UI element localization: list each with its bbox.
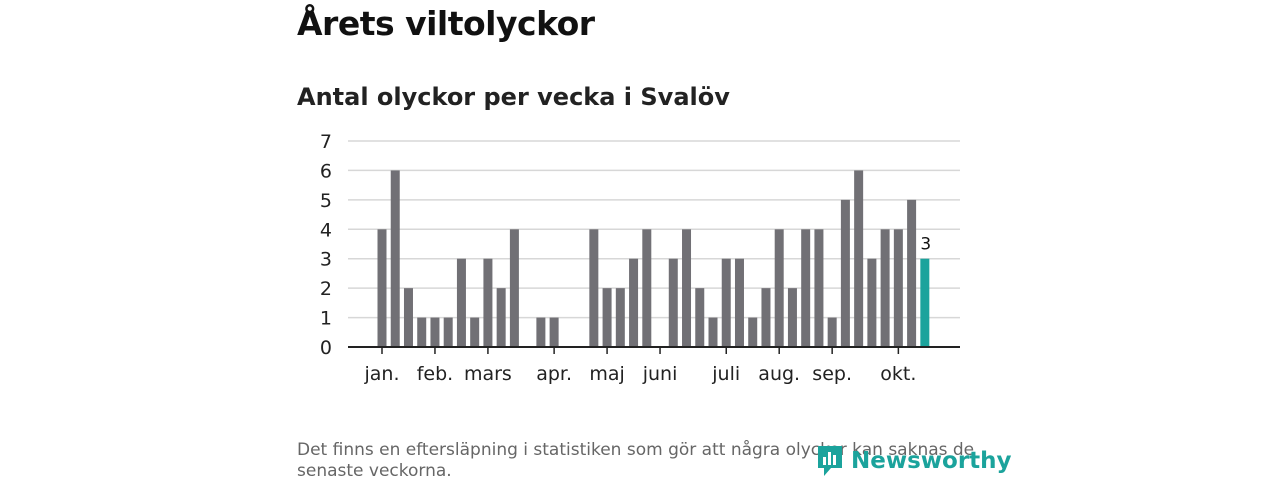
bar bbox=[774, 229, 784, 347]
y-tick-label: 6 bbox=[320, 160, 332, 182]
bar bbox=[695, 288, 705, 347]
chart-subtitle: Antal olyckor per vecka i Svalöv bbox=[297, 83, 730, 111]
bar bbox=[827, 317, 837, 347]
x-tick-label: apr. bbox=[536, 363, 572, 385]
x-tick-label: juli bbox=[711, 363, 740, 385]
footnote: Det finns en eftersläpning i statistiken… bbox=[297, 440, 975, 481]
bar bbox=[549, 317, 559, 347]
bar bbox=[417, 317, 427, 347]
bar bbox=[377, 229, 387, 347]
bar bbox=[390, 170, 400, 347]
y-tick-label: 0 bbox=[320, 337, 332, 359]
bars bbox=[348, 170, 960, 348]
bar bbox=[854, 170, 864, 347]
bar bbox=[787, 288, 797, 347]
x-tick-label: okt. bbox=[880, 363, 916, 385]
y-tick-label: 3 bbox=[320, 249, 332, 271]
bar bbox=[536, 317, 546, 347]
x-tick-label: sep. bbox=[812, 363, 852, 385]
y-tick-label: 5 bbox=[320, 190, 332, 212]
bar-current-week bbox=[920, 258, 930, 347]
bar bbox=[721, 258, 731, 347]
x-tick-label: mars bbox=[464, 363, 512, 385]
bar-chart: 0 1 2 3 4 5 6 7 jan. feb. mars apr. maj juni juli aug.… bbox=[320, 131, 960, 385]
x-tick-label: feb. bbox=[417, 363, 453, 385]
bar bbox=[682, 229, 692, 347]
bar bbox=[403, 288, 413, 347]
bar bbox=[748, 317, 758, 347]
bar bbox=[814, 229, 824, 347]
bar bbox=[602, 288, 612, 347]
x-tick-label: jan. bbox=[363, 363, 399, 385]
bar bbox=[470, 317, 480, 347]
x-tick-label: juni bbox=[642, 363, 678, 385]
bar bbox=[496, 288, 506, 347]
bar bbox=[907, 199, 917, 347]
bar bbox=[893, 229, 903, 347]
bar bbox=[430, 317, 440, 347]
bar bbox=[708, 317, 718, 347]
bar bbox=[629, 258, 639, 347]
data-labels: 3 bbox=[920, 235, 931, 255]
bar bbox=[589, 229, 599, 347]
bar bbox=[443, 317, 453, 347]
x-tick-label: aug. bbox=[758, 363, 800, 385]
bar bbox=[456, 258, 466, 347]
bar bbox=[867, 258, 877, 347]
page-title: Årets viltolyckor bbox=[297, 4, 595, 43]
bar bbox=[483, 258, 493, 347]
newsworthy-logo-icon bbox=[818, 446, 842, 476]
last-value-label: 3 bbox=[920, 235, 931, 255]
bar bbox=[840, 199, 850, 347]
bar bbox=[615, 288, 625, 347]
y-tick-label: 2 bbox=[320, 278, 332, 300]
bar bbox=[880, 229, 890, 347]
y-axis-ticks: 0 1 2 3 4 5 6 7 bbox=[320, 131, 332, 359]
bar bbox=[668, 258, 678, 347]
bar bbox=[734, 258, 744, 347]
y-tick-label: 7 bbox=[320, 131, 332, 153]
y-tick-label: 4 bbox=[320, 219, 332, 241]
brand-name: Newsworthy bbox=[851, 448, 1012, 474]
x-tick-label: maj bbox=[589, 363, 624, 385]
y-tick-label: 1 bbox=[320, 308, 332, 330]
bar bbox=[642, 229, 652, 347]
x-axis-ticks: jan. feb. mars apr. maj juni juli aug. sep. okt. bbox=[363, 347, 916, 385]
bar bbox=[509, 229, 519, 347]
brand-logo: Newsworthy bbox=[815, 444, 1012, 478]
bar bbox=[761, 288, 771, 347]
bar bbox=[801, 229, 811, 347]
